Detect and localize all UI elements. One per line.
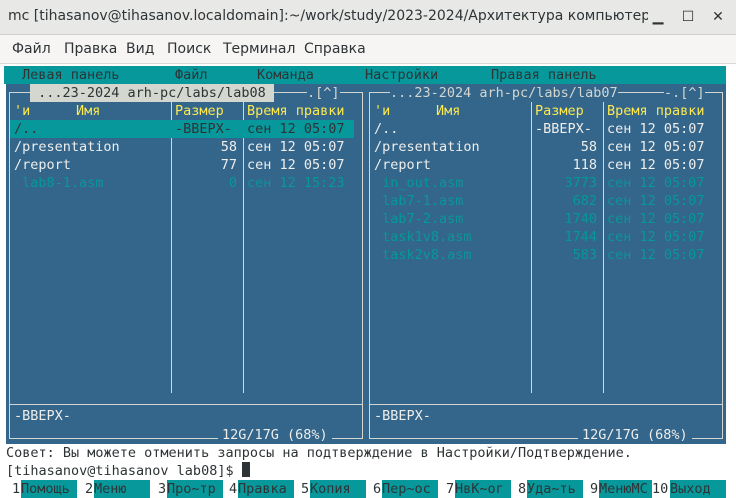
right-row-name[interactable]: task2v8.asm [374, 247, 472, 263]
left-row-size: 58 [220, 139, 237, 155]
fkey-number: 6 [373, 480, 382, 498]
right-panel[interactable]: ...23-2024 arh-pc/labs/lab07 -.[^] 'и Им… [366, 84, 726, 444]
right-panel-disk-usage: 12G/17G (68%) [578, 426, 692, 444]
right-row-time: сен 12 05:07 [607, 193, 705, 209]
right-panel-history-icon[interactable]: -.[^] [664, 84, 705, 102]
menu-file[interactable]: Файл [12, 41, 51, 57]
mc-menu-settings[interactable]: Настройки [365, 67, 439, 83]
right-row-name[interactable]: in_out.asm [374, 175, 464, 191]
left-col-time[interactable]: Время правки [247, 103, 345, 119]
close-icon[interactable]: ✕ [712, 9, 724, 25]
fkey-copy[interactable]: Копия [310, 480, 366, 498]
mc-menu-left-panel[interactable]: Левая панель [22, 67, 120, 83]
right-row-time: сен 12 05:07 [607, 139, 705, 155]
terminal-menubar: Файл Правка Вид Поиск Терминал Справка [0, 35, 736, 64]
mc-menu-bar: Левая панель Файл Команда Настройки Прав… [4, 66, 726, 84]
mc-menu-file[interactable]: Файл [175, 67, 208, 83]
left-row-name[interactable]: /report [14, 157, 71, 173]
fkey-view[interactable]: Про~тр [167, 480, 223, 498]
left-selected-row-highlight [10, 120, 354, 138]
left-row-name[interactable]: /presentation [14, 139, 120, 155]
window-title: mc [tihasanov@tihasanov.localdomain]:~/w… [8, 8, 648, 24]
shell-prompt[interactable]: [tihasanov@tihasanov lab08]$ [6, 462, 250, 480]
hint-line: Совет: Вы можете отменить запросы на под… [6, 445, 632, 461]
fkey-move[interactable]: Пер~ос [382, 480, 438, 498]
left-row-time: сен 12 05:07 [247, 157, 345, 173]
right-row-name[interactable]: /presentation [374, 139, 480, 155]
right-row-name[interactable]: /.. [374, 121, 399, 137]
right-col-time[interactable]: Время правки [607, 103, 705, 119]
left-col-size[interactable]: Размер [175, 103, 224, 119]
left-row-time: сен 12 05:07 [247, 121, 345, 137]
right-row-time: сен 12 05:07 [607, 121, 705, 137]
left-row-name[interactable]: lab8-1.asm [14, 175, 104, 191]
prompt-text: [tihasanov@tihasanov lab08]$ [6, 463, 242, 479]
fkey-number: 7 [446, 480, 455, 498]
right-panel-status: -ВВЕРХ- [374, 408, 431, 424]
left-col-name[interactable]: Имя [76, 103, 101, 119]
right-sort-indicator[interactable]: 'и [374, 103, 391, 119]
fkey-number: 8 [518, 480, 527, 498]
minimize-icon[interactable]: ▁ [652, 9, 664, 25]
right-row-time: сен 12 05:07 [607, 247, 705, 263]
left-row-name[interactable]: /.. [14, 121, 39, 137]
fkey-delete[interactable]: Уда~ть [527, 480, 583, 498]
right-col-size[interactable]: Размер [535, 103, 584, 119]
function-key-bar: 1 Помощь 2 Меню 3 Про~тр 4 Правка 5 Копи… [4, 480, 732, 498]
fkey-help[interactable]: Помощь [21, 480, 77, 498]
right-row-name[interactable]: lab7-1.asm [374, 193, 464, 209]
right-row-size: 118 [572, 157, 597, 173]
left-row-time: сен 12 05:07 [247, 139, 345, 155]
left-row-size: 77 [220, 157, 237, 173]
right-row-size: 58 [580, 139, 597, 155]
right-row-name[interactable]: lab7-2.asm [374, 211, 464, 227]
fkey-number: 1 [12, 480, 21, 498]
fkey-exit[interactable]: Выход [670, 480, 726, 498]
right-row-name[interactable]: task1v8.asm [374, 229, 472, 245]
terminal-area[interactable]: Левая панель Файл Команда Настройки Прав… [4, 64, 732, 498]
right-row-size: 1744 [564, 229, 597, 245]
window-titlebar: mc [tihasanov@tihasanov.localdomain]:~/w… [0, 0, 736, 35]
left-panel-disk-usage: 12G/17G (68%) [218, 426, 332, 444]
fkey-menu[interactable]: Меню [94, 480, 150, 498]
left-panel-history-icon[interactable]: .[^] [307, 84, 340, 102]
left-panel-path[interactable]: ...23-2024 arh-pc/labs/lab08 [30, 84, 274, 102]
right-row-time: сен 12 05:07 [607, 157, 705, 173]
fkey-number: 3 [158, 480, 167, 498]
right-row-size: 1740 [564, 211, 597, 227]
maximize-icon[interactable]: ☐ [681, 9, 695, 25]
right-row-size: 682 [572, 193, 597, 209]
left-row-size: 0 [228, 175, 237, 191]
menu-terminal[interactable]: Терминал [223, 41, 296, 57]
menu-view[interactable]: Вид [126, 41, 155, 57]
menu-help[interactable]: Справка [304, 41, 366, 57]
right-row-time: сен 12 05:07 [607, 211, 705, 227]
fkey-edit[interactable]: Правка [238, 480, 294, 498]
fkey-number: 9 [590, 480, 599, 498]
right-row-size: -ВВЕРХ- [535, 121, 592, 137]
right-row-name[interactable]: /report [374, 157, 431, 173]
right-row-size: 583 [572, 247, 597, 263]
fkey-number: 5 [301, 480, 310, 498]
left-panel[interactable]: ...23-2024 arh-pc/labs/lab08 .[^] 'и Имя… [6, 84, 366, 444]
mc-menu-right-panel[interactable]: Правая панель [491, 67, 597, 83]
left-panel-status: -ВВЕРХ- [14, 408, 71, 424]
menu-edit[interactable]: Правка [64, 41, 118, 57]
right-row-size: 3773 [564, 175, 597, 191]
menu-search[interactable]: Поиск [167, 41, 212, 57]
right-col-name[interactable]: Имя [436, 103, 461, 119]
fkey-number: 4 [229, 480, 238, 498]
right-row-time: сен 12 05:07 [607, 175, 705, 191]
text-cursor [241, 462, 250, 477]
fkey-number: 10 [652, 480, 669, 498]
mc-menu-command[interactable]: Команда [257, 67, 314, 83]
left-row-size: -ВВЕРХ- [175, 121, 232, 137]
fkey-mc-menu[interactable]: МенюMC [599, 480, 655, 498]
fkey-number: 2 [85, 480, 94, 498]
left-sort-indicator[interactable]: 'и [14, 103, 31, 119]
left-row-time: сен 12 15:23 [247, 175, 345, 191]
fkey-mkdir[interactable]: НвК~ог [455, 480, 511, 498]
right-row-time: сен 12 05:07 [607, 229, 705, 245]
right-panel-path[interactable]: ...23-2024 arh-pc/labs/lab07 [390, 84, 618, 102]
